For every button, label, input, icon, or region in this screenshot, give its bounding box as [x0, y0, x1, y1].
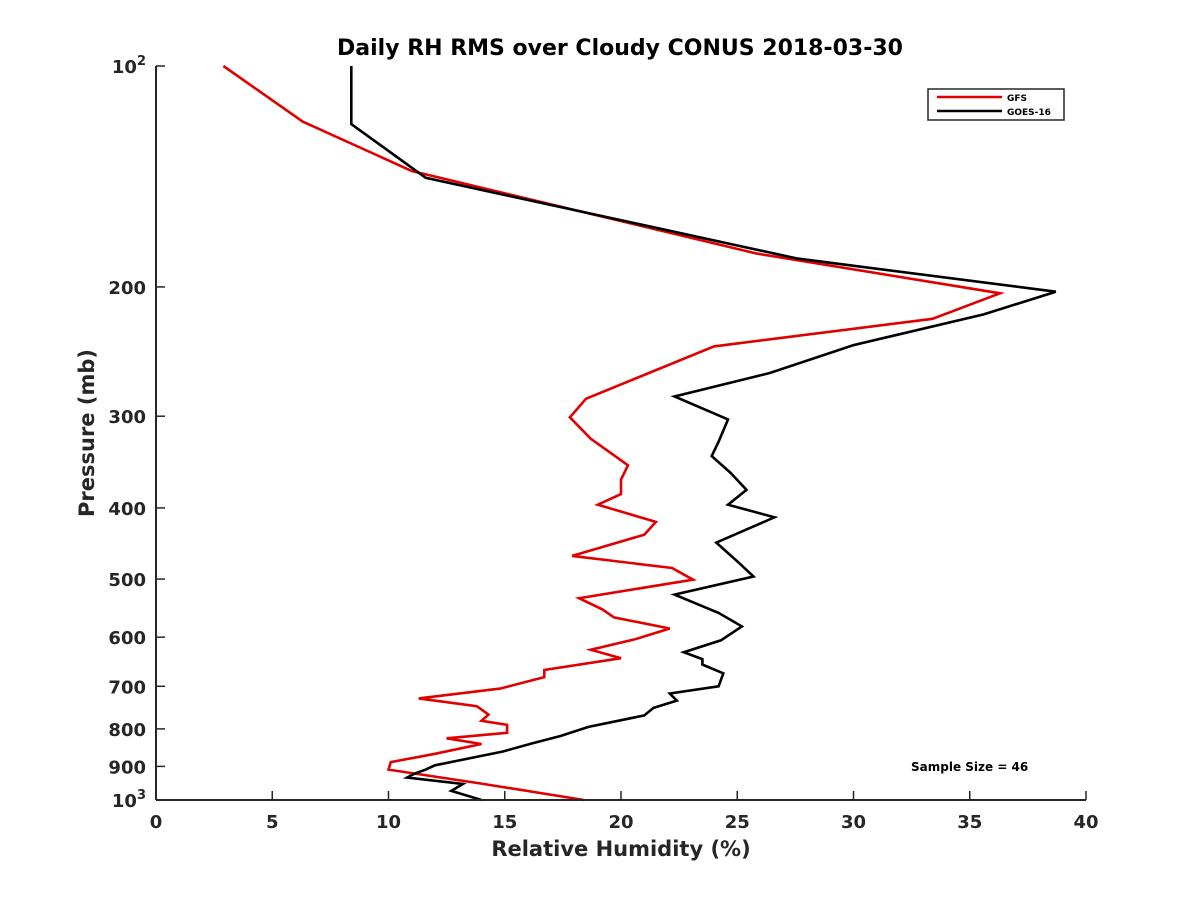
y-tick-label: 300: [108, 407, 146, 428]
x-tick-label: 40: [1073, 812, 1098, 833]
y-tick-label: 600: [108, 628, 146, 649]
x-axis-label: Relative Humidity (%): [491, 837, 750, 861]
x-tick-label: 15: [492, 812, 517, 833]
y-tick-label: 400: [108, 499, 146, 520]
y-tick-label: 800: [108, 720, 146, 741]
y-tick-label: 900: [108, 757, 146, 778]
y-tick-label: 500: [108, 570, 146, 591]
series-line-goes-16: [349, 66, 1057, 802]
x-tick-label: 30: [841, 812, 866, 833]
legend-label-gfs: GFS: [1007, 94, 1027, 104]
legend: GFS GOES-16: [927, 88, 1065, 121]
x-tick-label: 25: [725, 812, 750, 833]
chart-title: Daily RH RMS over Cloudy CONUS 2018-03-3…: [337, 36, 903, 61]
x-tick-label: 0: [150, 812, 163, 833]
sample-size-annotation: Sample Size = 46: [911, 760, 1028, 774]
y-tick-label: 700: [108, 677, 146, 698]
axes: [155, 66, 1086, 801]
series-line-gfs: [222, 64, 1006, 802]
y-tick-label: 102: [112, 54, 146, 78]
x-tick-label: 5: [266, 812, 279, 833]
x-tick-label: 35: [957, 812, 982, 833]
y-tick-label: 103: [112, 788, 146, 812]
x-tick-label: 10: [376, 812, 401, 833]
ticks: 0 5 10 15 20 25 30 35 40 102 200 300 400 500 600 700 800…: [108, 54, 1098, 833]
legend-label-goes16: GOES-16: [1007, 108, 1051, 118]
y-tick-label: 200: [108, 278, 146, 299]
x-tick-label: 20: [608, 812, 633, 833]
y-axis-label: Pressure (mb): [75, 349, 99, 517]
legend-box: [927, 88, 1065, 121]
series-layer: [222, 64, 1057, 802]
